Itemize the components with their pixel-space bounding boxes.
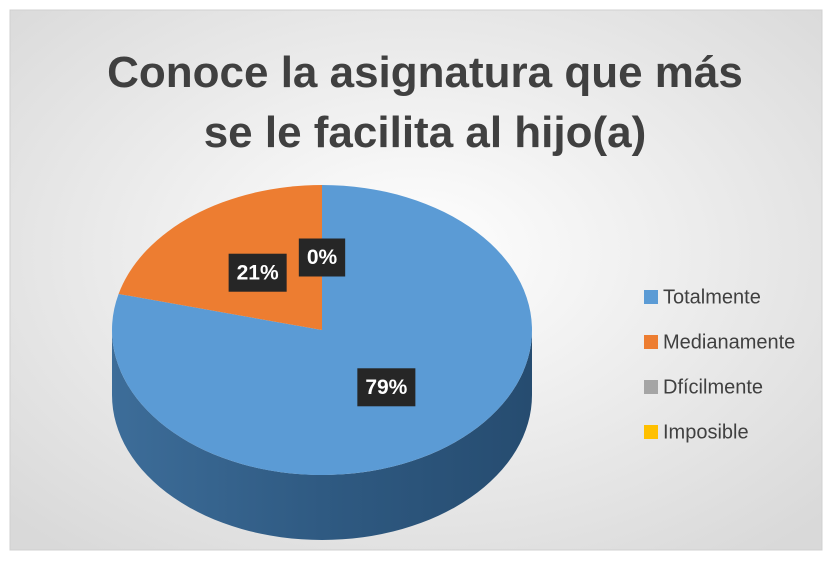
pie-side [112, 330, 532, 540]
pie-slice [118, 185, 322, 330]
data-label: 21% [228, 253, 287, 292]
data-label-text: 21% [237, 261, 279, 284]
chart-title: Conoce la asignatura que más se le facili… [107, 48, 743, 157]
legend-swatch [644, 335, 658, 349]
legend-label: Dfícilmente [663, 376, 763, 398]
data-label-text: 79% [365, 376, 407, 399]
data-label-box [357, 368, 416, 407]
legend-label: Totalmente [663, 286, 761, 308]
legend-label: Medianamente [663, 331, 795, 353]
legend-swatch [644, 290, 658, 304]
data-label-box [228, 253, 287, 292]
legend-swatch [644, 425, 658, 439]
legend-swatch [644, 380, 658, 394]
data-label: 79% [357, 368, 416, 407]
data-label-text: 0% [307, 246, 338, 269]
data-label: 0% [298, 238, 346, 277]
legend-label: Imposible [663, 421, 749, 443]
data-label-box [298, 238, 346, 277]
